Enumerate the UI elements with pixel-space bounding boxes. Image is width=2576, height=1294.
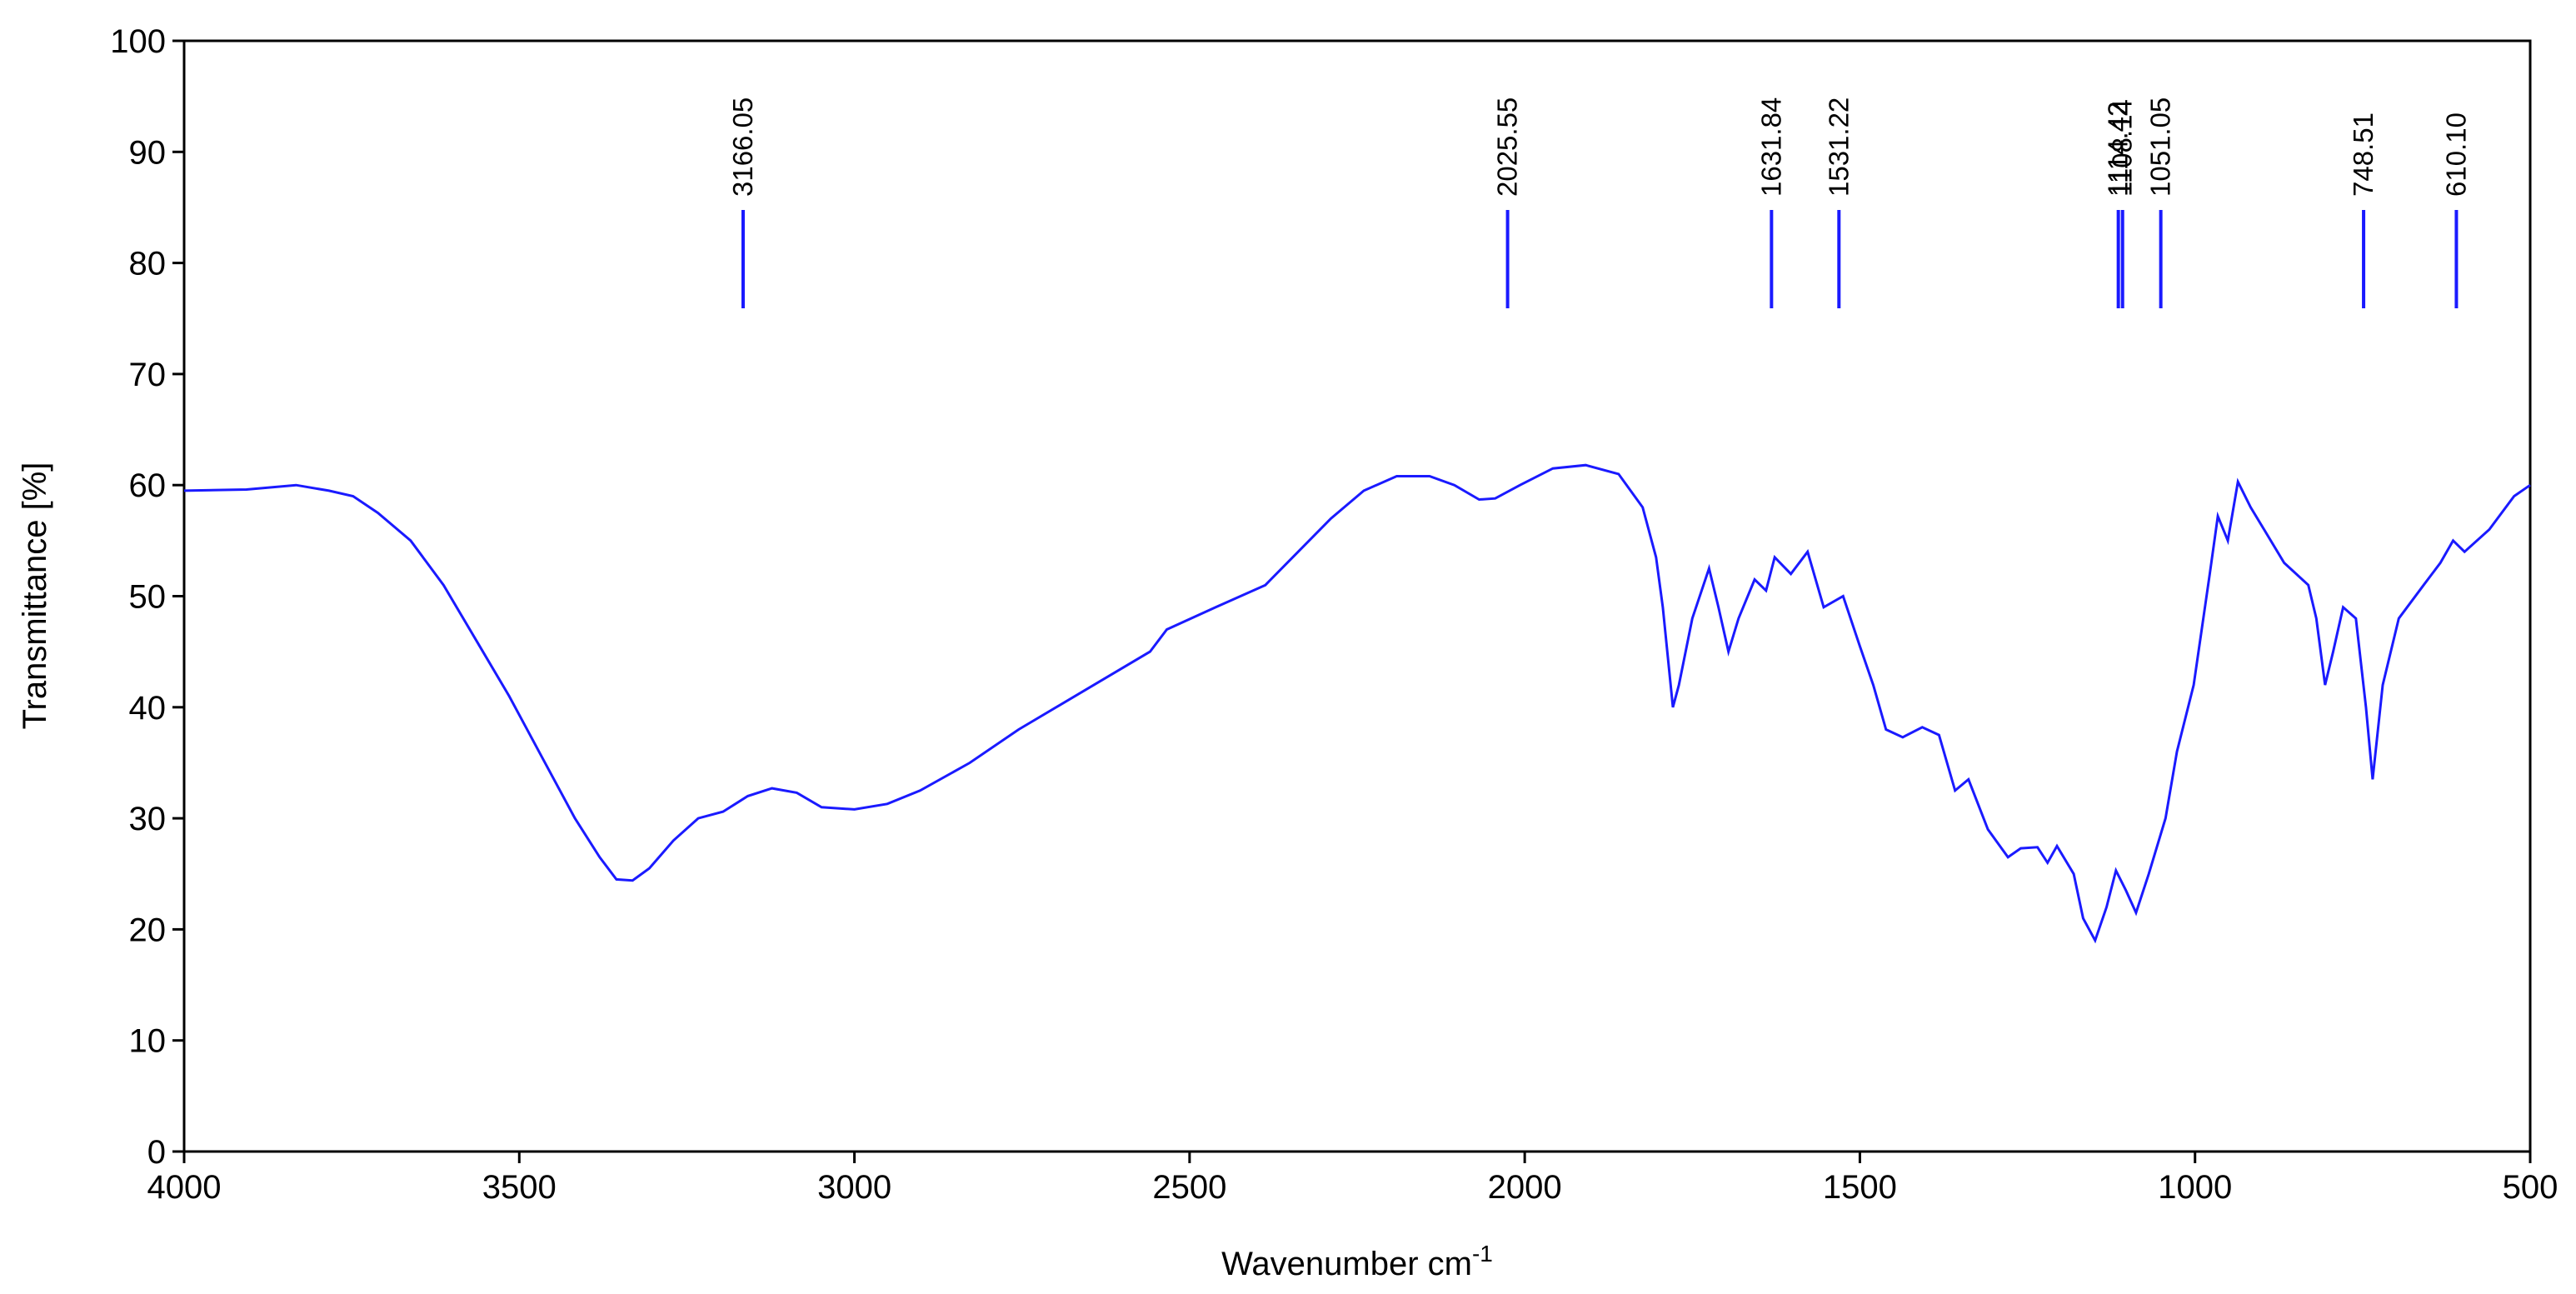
spectrum-line xyxy=(183,463,2531,944)
x-tick-label: 1000 xyxy=(2158,1169,2232,1206)
y-tick-label: 10 xyxy=(129,1023,167,1060)
y-tick-label: 80 xyxy=(129,246,167,282)
peak-label: 1051.05 xyxy=(2145,97,2176,197)
y-tick-label: 40 xyxy=(129,690,167,727)
x-tick-label: 2500 xyxy=(1152,1169,1226,1206)
x-tick-label: 3500 xyxy=(482,1169,557,1206)
x-axis-label-text: Wavenumber cm xyxy=(1221,1246,1472,1282)
peak-label: 2025.55 xyxy=(1492,97,1523,197)
y-tick-label: 90 xyxy=(129,134,167,171)
plot-frame xyxy=(182,39,2532,1153)
y-tick-label: 20 xyxy=(129,912,167,948)
y-tick-label: 50 xyxy=(129,579,167,616)
peak-label: 1531.22 xyxy=(1823,97,1854,197)
peak-label: 1114.42 xyxy=(2103,102,2134,197)
x-axis-label-sup: -1 xyxy=(1472,1241,1493,1267)
y-axis-label: Transmittance [%] xyxy=(17,462,53,730)
x-tick-label: 3000 xyxy=(817,1169,891,1206)
x-tick-label: 4000 xyxy=(147,1169,222,1206)
y-tick-label: 60 xyxy=(129,467,167,504)
y-tick-label: 0 xyxy=(147,1134,166,1171)
y-tick-label: 70 xyxy=(129,357,167,393)
x-tick-label: 2000 xyxy=(1488,1169,1562,1206)
y-tick-label: 30 xyxy=(129,801,167,837)
x-tick-label: 500 xyxy=(2503,1169,2559,1206)
peak-label: 748.51 xyxy=(2348,112,2379,197)
peak-label: 610.10 xyxy=(2440,112,2471,197)
peak-label: 1108.14 xyxy=(2107,99,2138,197)
x-axis-label: Wavenumber cm-1 xyxy=(1221,1241,1493,1282)
y-tick-label: 100 xyxy=(110,23,166,60)
peak-label: 3166.05 xyxy=(727,97,758,197)
x-tick-label: 1500 xyxy=(1823,1169,1897,1206)
peak-label: 1631.84 xyxy=(1755,97,1786,197)
